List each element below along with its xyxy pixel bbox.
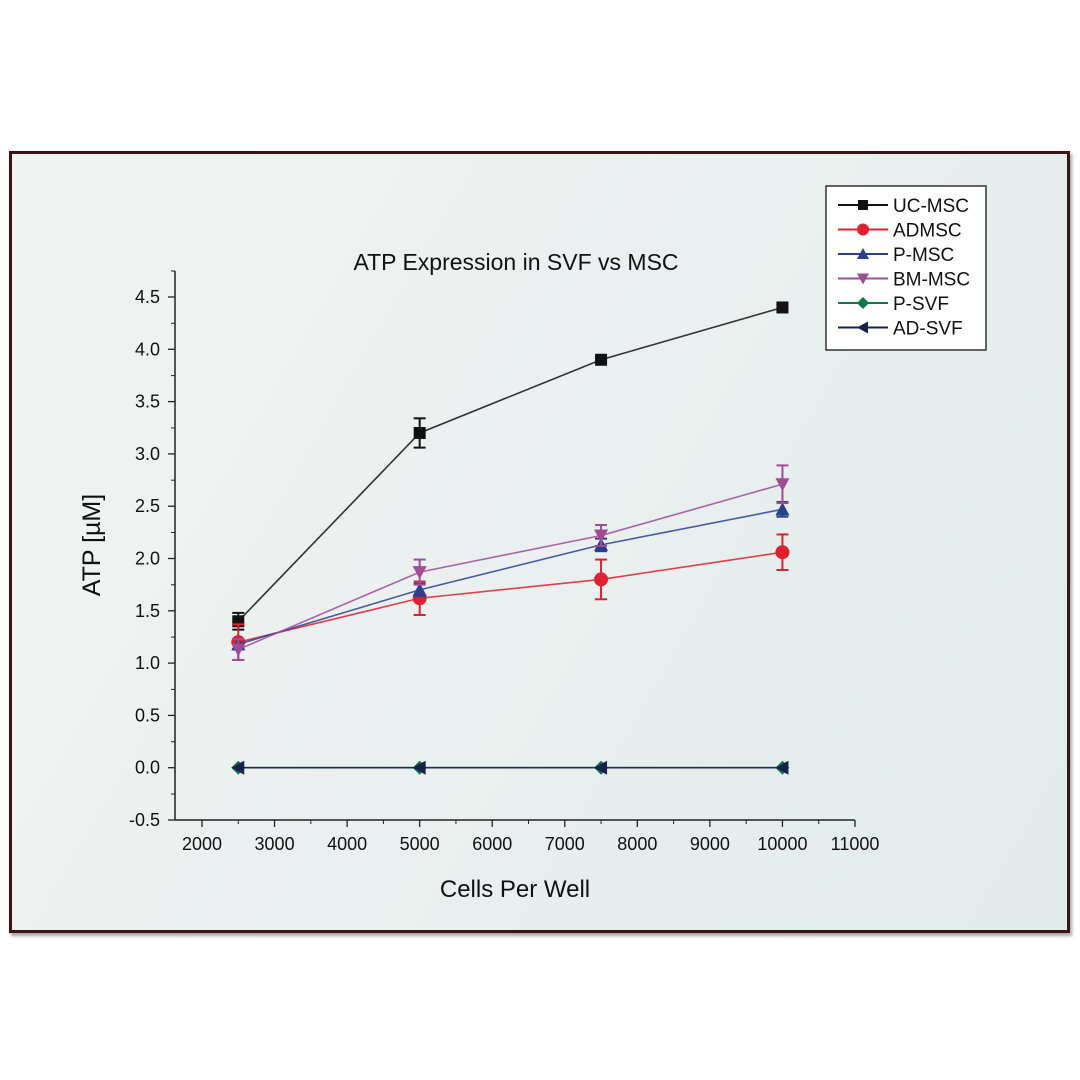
- legend-box: [825, 185, 987, 351]
- legend-label: UC-MSC: [893, 196, 969, 217]
- legend-label: P-SVF: [893, 294, 949, 315]
- y-tick-label: 2.5: [135, 496, 160, 516]
- legend-label: ADMSC: [893, 221, 962, 242]
- x-tick-label: 9000: [690, 834, 730, 854]
- data-point: [231, 760, 245, 775]
- legend-label: P-MSC: [893, 245, 954, 266]
- data-point: [594, 572, 609, 587]
- data-point: [775, 545, 790, 560]
- x-tick-label: 10000: [757, 834, 807, 854]
- legend: UC-MSC ADMSC P-MSC BM-MSC P-SVF AD-SVF: [825, 185, 987, 351]
- x-tick-label: 4000: [327, 834, 367, 854]
- x-tick-label: 11000: [831, 834, 880, 854]
- data-point: [231, 643, 246, 657]
- x-tick-label: 7000: [545, 834, 585, 854]
- data-point: [413, 426, 426, 439]
- y-tick-label: 4.0: [135, 339, 160, 359]
- x-tick-label: 2000: [182, 834, 222, 854]
- data-point: [775, 760, 789, 775]
- y-tick-label: -0.5: [129, 810, 160, 830]
- legend-marker: [858, 200, 868, 210]
- x-tick-label: 3000: [255, 834, 295, 854]
- legend-marker: [857, 297, 869, 309]
- chart-title: ATP Expression in SVF vs MSC: [353, 249, 678, 275]
- legend-marker: [857, 273, 869, 285]
- y-tick-label: 1.0: [135, 653, 160, 673]
- legend-marker: [857, 223, 869, 236]
- legend-label: BM-MSC: [893, 270, 970, 291]
- series-line: [237, 306, 783, 622]
- series-line: [238, 508, 783, 646]
- series-p-msc: [231, 501, 790, 651]
- data-point: [775, 478, 790, 492]
- legend-marker: [857, 321, 868, 334]
- data-point: [594, 529, 609, 543]
- y-tick-label: 4.5: [135, 287, 160, 307]
- series-bm-msc: [231, 464, 790, 661]
- series-line: [238, 551, 783, 643]
- data-point: [776, 301, 789, 314]
- data-point: [412, 760, 426, 775]
- series-line: [237, 483, 783, 651]
- data-point: [594, 760, 608, 775]
- x-tick-label: 5000: [400, 834, 440, 854]
- x-tick-label: 8000: [617, 834, 657, 854]
- legend-marker: [857, 248, 869, 259]
- y-tick-label: 2.0: [135, 549, 160, 569]
- y-tick-label: 0.0: [135, 758, 160, 778]
- y-tick-label: 3.5: [135, 392, 160, 412]
- y-axis-label: ATP [µM]: [78, 494, 106, 596]
- series-uc-msc: [232, 301, 789, 631]
- y-tick-label: 1.5: [135, 601, 160, 621]
- x-axis-label: Cells Per Well: [440, 876, 590, 903]
- data-point: [412, 582, 427, 596]
- data-point: [775, 502, 790, 516]
- data-point: [595, 353, 608, 366]
- y-tick-label: 3.0: [135, 444, 160, 464]
- series-ad-svf: [231, 760, 789, 775]
- x-tick-label: 6000: [472, 834, 512, 854]
- legend-label: AD-SVF: [893, 319, 963, 340]
- y-tick-label: 0.5: [135, 705, 160, 725]
- data-point: [412, 566, 427, 580]
